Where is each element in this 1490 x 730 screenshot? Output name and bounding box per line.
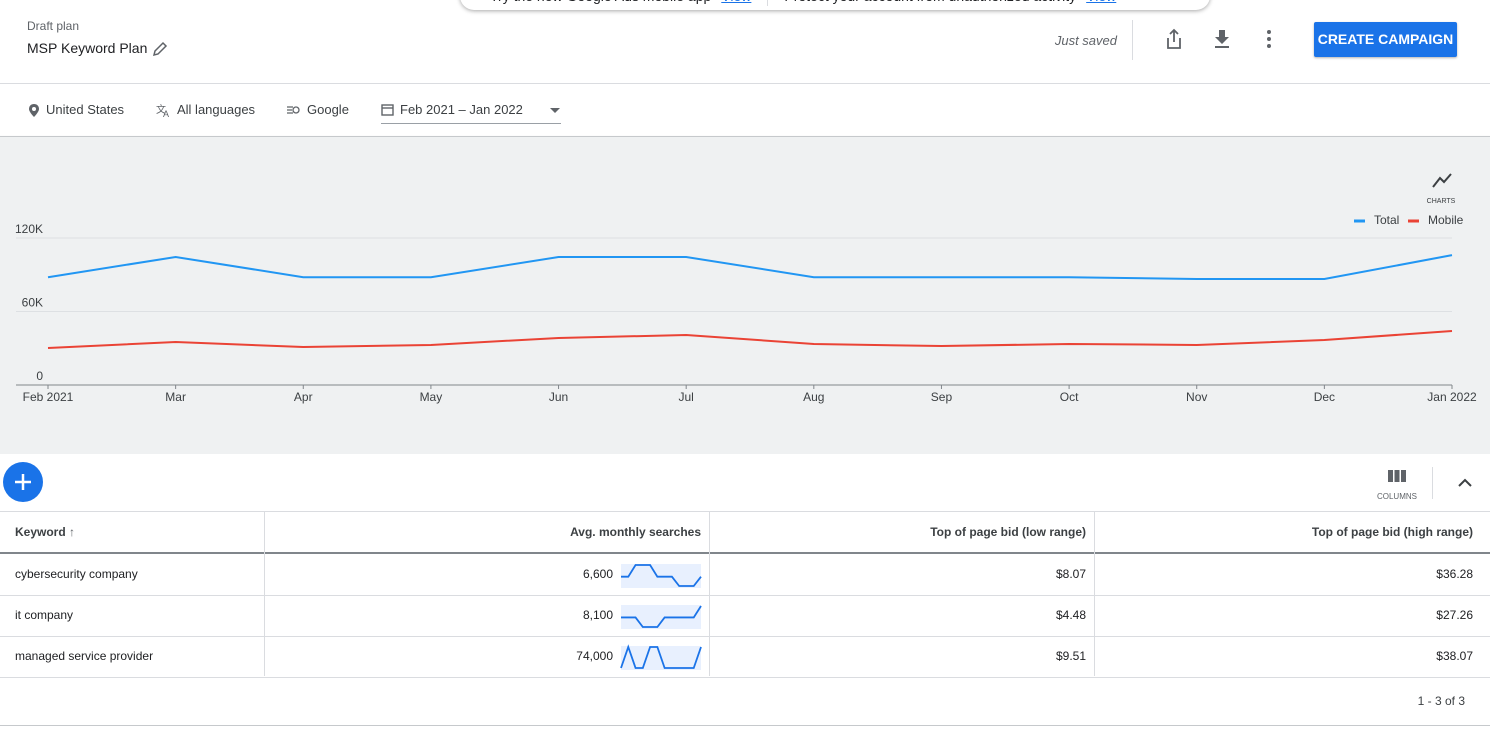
column-header[interactable]: Top of page bid (low range): [930, 525, 1086, 539]
x-tick-label: Oct: [1060, 390, 1079, 404]
high-bid-cell: $38.07: [1436, 649, 1473, 663]
sparkline-line: [621, 605, 702, 628]
x-tick-label: Sep: [931, 390, 953, 404]
x-tick-label: Aug: [803, 390, 824, 404]
collapse-icon[interactable]: [1457, 477, 1473, 489]
row-divider: [0, 677, 1490, 678]
divider: [1432, 467, 1433, 499]
filter-text: All languages: [177, 102, 256, 117]
share-icon[interactable]: [1163, 28, 1185, 50]
x-tick-label: Nov: [1186, 390, 1207, 404]
sparkline: [621, 564, 702, 588]
row-divider: [0, 636, 1490, 637]
divider: [0, 136, 1490, 137]
notice-link[interactable]: View: [721, 0, 751, 10]
divider: [767, 0, 769, 6]
x-tick-label: Apr: [294, 390, 313, 404]
location-filter[interactable]: United States: [28, 102, 124, 117]
plan-title: MSP Keyword Plan: [27, 40, 148, 56]
filter-text: Feb 2021 – Jan 2022: [400, 102, 523, 117]
charts-label[interactable]: CHARTS: [1427, 198, 1456, 205]
create-campaign-button[interactable]: CREATE CAMPAIGN: [1314, 22, 1457, 57]
sparkline: [621, 605, 702, 629]
x-tick-label: Feb 2021: [23, 390, 74, 404]
y-tick-label: 120K: [15, 222, 43, 236]
searches-cell: 6,600: [582, 567, 613, 581]
charts-icon[interactable]: [1432, 173, 1452, 188]
low-bid-cell: $4.48: [1055, 608, 1086, 622]
legend-label: Mobile: [1428, 213, 1464, 227]
network-filter[interactable]: Google: [287, 102, 349, 117]
edit-icon[interactable]: [152, 41, 168, 57]
add-button[interactable]: [3, 462, 43, 502]
x-tick-label: Mar: [165, 390, 186, 404]
pagination: 1 - 3 of 3: [1417, 694, 1465, 708]
column-header[interactable]: Keyword ↑: [15, 525, 76, 539]
filter-text: Google: [307, 102, 349, 117]
filter-text: United States: [46, 102, 125, 117]
sparkline-line: [621, 564, 702, 587]
columns-icon[interactable]: [1387, 468, 1407, 484]
svg-text:文: 文: [156, 103, 166, 116]
high-bid-cell: $36.28: [1436, 567, 1473, 581]
low-bid-cell: $8.07: [1055, 567, 1086, 581]
column-header[interactable]: Avg. monthly searches: [570, 525, 701, 539]
calendar-icon: [381, 104, 394, 116]
data-line: [47, 329, 1453, 350]
divider: [1094, 512, 1095, 676]
chart: CHARTS 0 60K 120K Feb 2021 Mar Apr May Jun Jul Au…: [0, 137, 1490, 454]
x-tick-label: May: [420, 390, 443, 404]
notice-link[interactable]: View: [1086, 0, 1116, 10]
translate-icon: 文A: [156, 103, 169, 117]
keyword-cell: it company: [15, 608, 74, 622]
low-bid-cell: $9.51: [1055, 649, 1086, 663]
plan-label: Draft plan: [27, 19, 80, 33]
x-tick-label: Jul: [679, 390, 694, 404]
download-icon[interactable]: [1211, 28, 1233, 50]
sparkline-line: [620, 644, 702, 669]
searches-cell: 8,100: [582, 608, 613, 622]
data-line: [47, 254, 1453, 281]
divider: [264, 512, 265, 676]
divider: [0, 511, 1490, 512]
pin-icon: [29, 103, 39, 117]
date-filter[interactable]: Feb 2021 – Jan 2022: [381, 102, 561, 124]
keyword-cell: managed service provider: [15, 649, 154, 663]
divider: [1132, 20, 1133, 60]
notice-text: Try the new Google Ads mobile app: [490, 0, 711, 10]
language-filter[interactable]: 文 A All languages: [156, 102, 255, 117]
columns-label[interactable]: COLUMNS: [1376, 492, 1417, 501]
y-tick-label: 60K: [22, 296, 43, 310]
notification-bar: Try the new Google Ads mobile app View P…: [460, 0, 1210, 10]
more-icon[interactable]: [1259, 28, 1279, 50]
searches-cell: 74,000: [576, 649, 613, 663]
y-tick-label: 0: [36, 369, 43, 383]
legend-label: Total: [1374, 213, 1399, 227]
search-icon: [287, 105, 300, 114]
divider: [0, 725, 1490, 726]
divider: [0, 83, 1490, 84]
header-text: Keyword: [15, 525, 66, 539]
high-bid-cell: $27.26: [1436, 608, 1473, 622]
chart-background: [0, 137, 1490, 454]
dropdown-icon: [550, 107, 560, 113]
divider: [0, 552, 1490, 554]
close-icon[interactable]: ×: [1136, 0, 1144, 10]
notice-text: Protect your account from unauthorized a…: [784, 0, 1076, 10]
x-tick-label: Dec: [1314, 390, 1335, 404]
x-tick-label: Jan 2022: [1427, 390, 1477, 404]
x-tick-label: Jun: [549, 390, 568, 404]
sparkline: [620, 644, 702, 670]
svg-text:A: A: [163, 109, 169, 117]
divider: [709, 512, 710, 676]
column-header[interactable]: Top of page bid (high range): [1311, 525, 1473, 539]
keyword-cell: cybersecurity company: [15, 567, 138, 581]
row-divider: [0, 595, 1490, 596]
save-status: Just saved: [1054, 33, 1117, 48]
